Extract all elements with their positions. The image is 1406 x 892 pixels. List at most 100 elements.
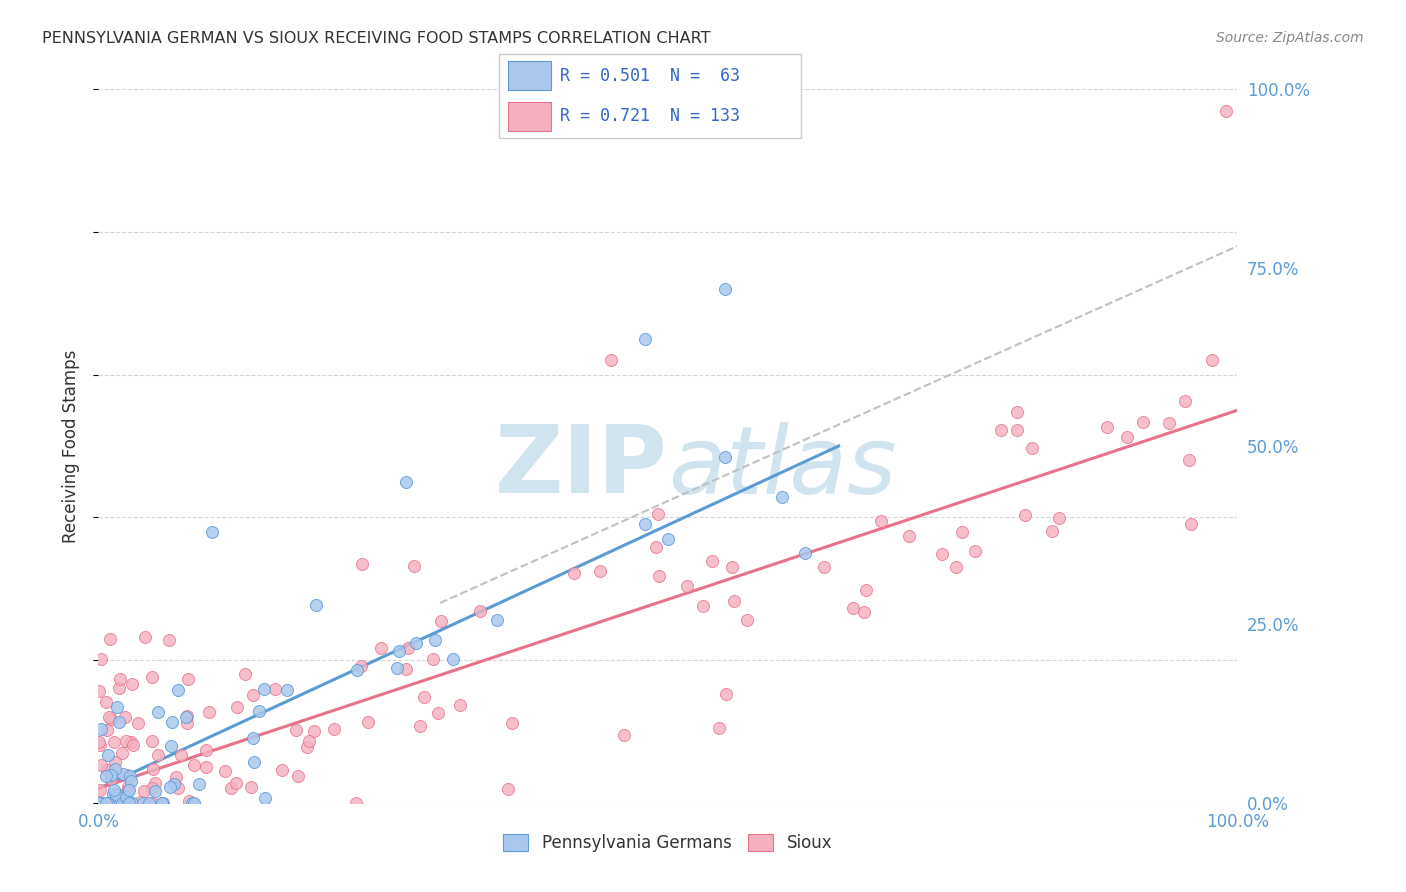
Point xyxy=(110,796,132,810)
Point xyxy=(179,794,201,808)
Point xyxy=(412,690,434,705)
Point xyxy=(441,651,464,665)
Point xyxy=(214,764,236,779)
Point xyxy=(100,712,122,726)
Point xyxy=(115,734,138,748)
Point xyxy=(104,755,127,769)
Point xyxy=(707,721,730,735)
Point xyxy=(121,796,143,810)
Point xyxy=(770,491,793,505)
Point xyxy=(134,630,156,644)
Point xyxy=(97,796,120,810)
Point xyxy=(87,684,110,698)
Point xyxy=(247,704,270,718)
Point xyxy=(242,688,264,702)
Point xyxy=(370,641,392,656)
Point xyxy=(1005,405,1028,419)
Point xyxy=(600,353,623,368)
Point xyxy=(103,788,125,802)
Legend: Pennsylvania Germans, Sioux: Pennsylvania Germans, Sioux xyxy=(496,827,839,859)
Point xyxy=(97,796,120,810)
Point xyxy=(276,682,298,697)
Point xyxy=(120,773,142,788)
Point xyxy=(90,652,112,666)
Point xyxy=(226,700,249,714)
Point xyxy=(105,700,128,714)
Point xyxy=(931,548,953,562)
Point xyxy=(120,734,142,748)
Point xyxy=(89,796,111,810)
Point xyxy=(723,594,745,608)
Point xyxy=(104,796,127,810)
Point xyxy=(219,781,242,796)
Point xyxy=(90,722,112,736)
Point xyxy=(163,777,186,791)
Point xyxy=(100,772,122,786)
Point xyxy=(97,747,120,762)
Point xyxy=(96,764,118,778)
Point xyxy=(157,632,180,647)
Point xyxy=(647,569,669,583)
Point xyxy=(94,696,117,710)
Point xyxy=(127,715,149,730)
Point xyxy=(89,796,111,810)
Point xyxy=(1157,416,1180,430)
Point xyxy=(141,796,163,810)
Point xyxy=(159,739,181,753)
Point xyxy=(634,517,657,532)
Point xyxy=(129,795,152,809)
Point xyxy=(692,599,714,614)
Point xyxy=(194,760,217,774)
Point xyxy=(94,769,117,783)
Point xyxy=(114,796,136,810)
Point xyxy=(108,715,131,730)
FancyBboxPatch shape xyxy=(499,54,801,138)
Point xyxy=(897,529,920,543)
Point xyxy=(714,687,737,701)
Point xyxy=(89,738,111,752)
Point xyxy=(176,716,198,731)
Point xyxy=(1132,415,1154,429)
Point xyxy=(657,533,679,547)
Point xyxy=(647,507,669,521)
Point xyxy=(842,600,865,615)
Point xyxy=(720,560,742,574)
Point xyxy=(167,781,190,796)
FancyBboxPatch shape xyxy=(508,62,551,90)
Point xyxy=(242,731,264,745)
Point xyxy=(117,780,139,795)
Text: PENNSYLVANIA GERMAN VS SIOUX RECEIVING FOOD STAMPS CORRELATION CHART: PENNSYLVANIA GERMAN VS SIOUX RECEIVING F… xyxy=(42,31,710,46)
Point xyxy=(344,796,367,810)
Point xyxy=(855,582,877,597)
Point xyxy=(350,658,373,673)
Point xyxy=(395,475,418,489)
Point xyxy=(700,554,723,568)
Point xyxy=(96,723,118,738)
Point xyxy=(486,613,509,627)
Text: atlas: atlas xyxy=(668,422,896,513)
Point xyxy=(114,796,136,810)
Point xyxy=(1014,508,1036,522)
Point xyxy=(1174,394,1197,409)
Point xyxy=(793,546,815,560)
Point xyxy=(404,559,426,574)
Point xyxy=(181,796,204,810)
Point xyxy=(240,780,263,794)
Point xyxy=(243,755,266,769)
Point xyxy=(870,514,893,528)
Point xyxy=(110,673,132,687)
Point xyxy=(634,332,657,346)
Point xyxy=(112,796,135,810)
Point xyxy=(302,724,325,739)
Point xyxy=(141,780,163,795)
Point xyxy=(170,747,193,762)
Point xyxy=(197,706,219,720)
Point xyxy=(177,672,200,686)
Point xyxy=(183,758,205,772)
Point xyxy=(1095,420,1118,434)
Point xyxy=(90,796,112,810)
Point xyxy=(150,796,173,810)
Point xyxy=(90,758,112,772)
Point xyxy=(297,739,319,754)
Point xyxy=(409,719,432,733)
